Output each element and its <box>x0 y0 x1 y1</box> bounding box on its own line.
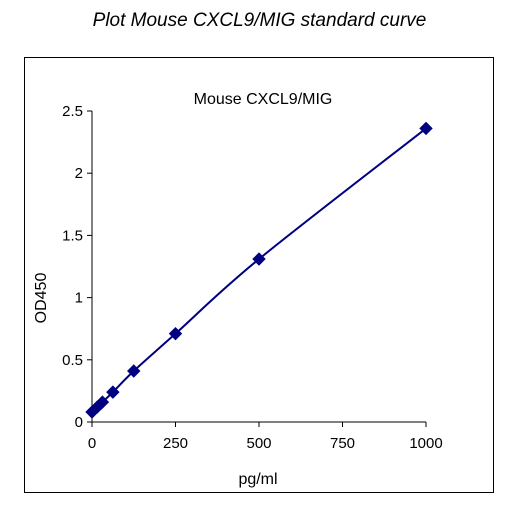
series-layer <box>85 121 433 419</box>
y-tick-label: 1.5 <box>62 227 83 244</box>
data-point <box>106 385 120 399</box>
page-title: Plot Mouse CXCL9/MIG standard curve <box>92 10 427 31</box>
x-axis-label: pg/ml <box>238 471 277 488</box>
x-tick-label: 500 <box>246 435 271 452</box>
series-line <box>91 127 427 413</box>
data-point <box>419 121 433 136</box>
data-point <box>168 326 183 341</box>
axes: 0 0.5 1 1.5 2 2.5 0 250 500 750 1000 <box>62 103 443 452</box>
chart-title: Mouse CXCL9/MIG <box>194 91 333 108</box>
x-tick-label: 1000 <box>409 435 442 452</box>
chart-frame <box>24 57 494 493</box>
y-tick-label: 0 <box>75 414 83 431</box>
data-point <box>95 395 110 409</box>
x-tick-label: 750 <box>330 435 355 452</box>
y-tick-label: 0.5 <box>62 352 83 369</box>
y-tick-label: 2 <box>75 165 83 182</box>
x-tick-label: 250 <box>163 435 188 452</box>
data-point <box>252 252 266 266</box>
y-axis-label: OD450 <box>33 273 50 324</box>
x-tick-label: 0 <box>88 435 96 452</box>
y-tick-label: 2.5 <box>62 103 83 120</box>
y-tick-label: 1 <box>75 290 83 307</box>
data-point <box>127 364 141 378</box>
